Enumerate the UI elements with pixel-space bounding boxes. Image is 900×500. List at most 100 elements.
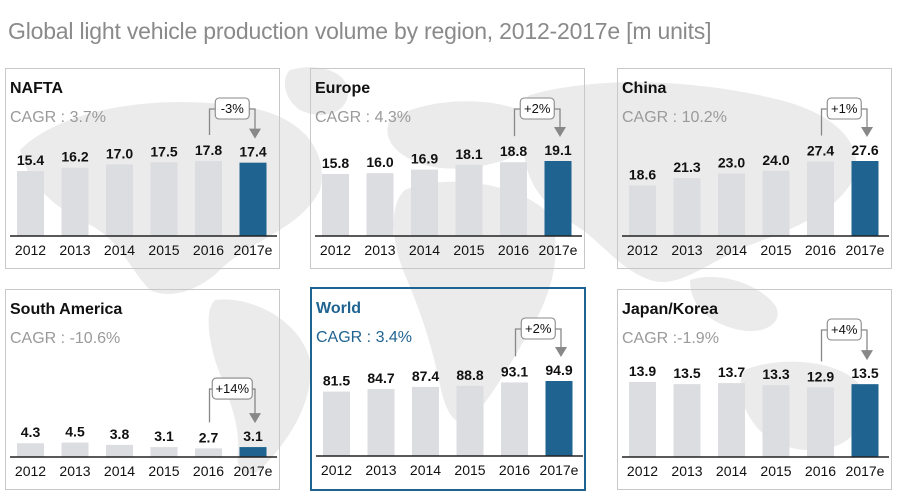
value-label: 21.3: [673, 159, 700, 175]
bar-2013: [673, 384, 701, 457]
tick-label: 2015: [760, 463, 791, 479]
tick-label: 2015: [454, 462, 485, 478]
cagr-value: : 4.3%: [366, 109, 411, 126]
growth-label-box: [826, 97, 862, 120]
value-label: 16.9: [411, 151, 438, 167]
cagr-label-text: CAGR: [10, 109, 61, 126]
tick-label: 2013: [364, 242, 395, 258]
value-label: 4.3: [21, 424, 41, 440]
bar-2017e: [545, 381, 573, 456]
map-south-america: [208, 299, 311, 474]
panel-title: China: [622, 80, 667, 97]
map-europe: [387, 101, 531, 169]
value-label: 3.1: [243, 428, 263, 444]
tick-label: 2016: [193, 463, 224, 479]
cagr-label-text: CAGR: [622, 330, 673, 347]
bar-2016: [501, 382, 528, 456]
cagr-label: CAGR : -10.6%: [10, 330, 120, 347]
cagr-label: CAGR : 3.7%: [10, 109, 106, 126]
tick-label: 2015: [148, 242, 179, 258]
tick-label: 2014: [716, 242, 747, 258]
value-label: 13.5: [673, 365, 700, 381]
value-label: 12.9: [807, 368, 834, 384]
bar-2012: [323, 391, 350, 456]
value-label: 17.0: [106, 145, 133, 161]
value-label: 27.6: [851, 142, 878, 158]
map-southeast-asia: [690, 276, 778, 332]
chart-svg: NAFTA CAGR : 3.7% 15.4 2012 16.2 2013 17.0 2014…: [10, 80, 277, 258]
map-greenland: [284, 67, 349, 115]
bar-2017e: [544, 161, 572, 236]
bar-2012: [629, 382, 656, 457]
bar-2012: [322, 173, 349, 236]
value-label: 18.8: [500, 143, 527, 159]
tick-label: 2012: [320, 242, 351, 258]
value-label: 13.5: [851, 365, 878, 381]
growth-arrowhead: [555, 347, 567, 357]
chart-svg: World CAGR : 3.4% 81.5 2012 84.7 2013 87.4 2014…: [316, 300, 583, 478]
panel-title: World: [316, 300, 361, 317]
panel-world: World CAGR : 3.4% 81.5 2012 84.7 2013 87.4 2014…: [310, 287, 586, 491]
growth-arrowhead: [861, 350, 873, 361]
cagr-label-text: CAGR: [622, 109, 673, 126]
growth-label: +1%: [831, 101, 858, 116]
tick-label: 2017e: [540, 462, 579, 478]
bar-2015: [456, 385, 484, 456]
tick-label: 2016: [499, 462, 530, 478]
value-label: 18.1: [455, 146, 482, 162]
value-label: 84.7: [367, 370, 394, 386]
cagr-label-text: CAGR: [315, 109, 366, 126]
tick-label: 2012: [627, 463, 658, 479]
tick-label: 2014: [409, 242, 440, 258]
growth-indicator: +2%: [514, 317, 567, 357]
value-label: 27.4: [807, 143, 834, 159]
bar-2015: [150, 162, 178, 236]
growth-indicator: -3%: [208, 97, 261, 139]
page-title: Global light vehicle production volume b…: [8, 18, 712, 44]
bar-2015: [762, 170, 790, 236]
growth-indicator: +14%: [208, 377, 261, 424]
value-label: 13.3: [762, 366, 789, 382]
growth-label-box: [826, 318, 862, 341]
bar-2016: [500, 162, 527, 236]
bar-2013: [61, 167, 89, 236]
growth-label: -3%: [221, 101, 245, 116]
tick-label: 2016: [498, 242, 529, 258]
panel-title: NAFTA: [10, 80, 63, 97]
value-label: 17.8: [195, 142, 222, 158]
panel-south-america: South America CAGR : -10.6% 4.3 2012 4.5 2013…: [5, 289, 280, 490]
tick-label: 2016: [805, 242, 836, 258]
growth-indicator: +2%: [513, 97, 566, 137]
bar-2014: [106, 444, 133, 457]
value-label: 81.5: [323, 373, 350, 389]
cagr-label: CAGR :-1.9%: [622, 330, 719, 347]
value-label: 19.1: [544, 142, 571, 158]
growth-label: +2%: [524, 101, 551, 116]
panel-title: South America: [10, 301, 122, 318]
panel-title: Japan/Korea: [622, 301, 718, 318]
value-label: 88.8: [456, 367, 483, 383]
value-label: 18.6: [629, 166, 656, 182]
bar-2015: [455, 164, 483, 236]
cagr-value: : -10.6%: [61, 330, 121, 347]
bar-2013: [366, 173, 394, 236]
bar-2014: [412, 386, 439, 456]
growth-label: +4%: [831, 322, 858, 337]
growth-label-box: [519, 97, 555, 120]
value-label: 93.1: [501, 363, 528, 379]
value-label: 15.8: [322, 155, 349, 171]
cagr-label: CAGR : 10.2%: [622, 109, 727, 126]
tick-label: 2014: [104, 242, 135, 258]
bar-2015: [150, 447, 178, 457]
chart-svg: Europe CAGR : 4.3% 15.8 2012 16.0 2013 16.9 201…: [315, 80, 582, 258]
bar-2012: [17, 443, 44, 457]
value-label: 23.0: [718, 155, 745, 171]
bar-2013: [673, 178, 701, 236]
cagr-label-text: CAGR: [10, 330, 61, 347]
bar-2014: [106, 164, 133, 236]
tick-label: 2013: [59, 463, 90, 479]
growth-arrowhead: [554, 127, 566, 137]
bar-2016: [807, 161, 834, 236]
tick-label: 2015: [760, 242, 791, 258]
cagr-value: : 3.7%: [61, 109, 106, 126]
